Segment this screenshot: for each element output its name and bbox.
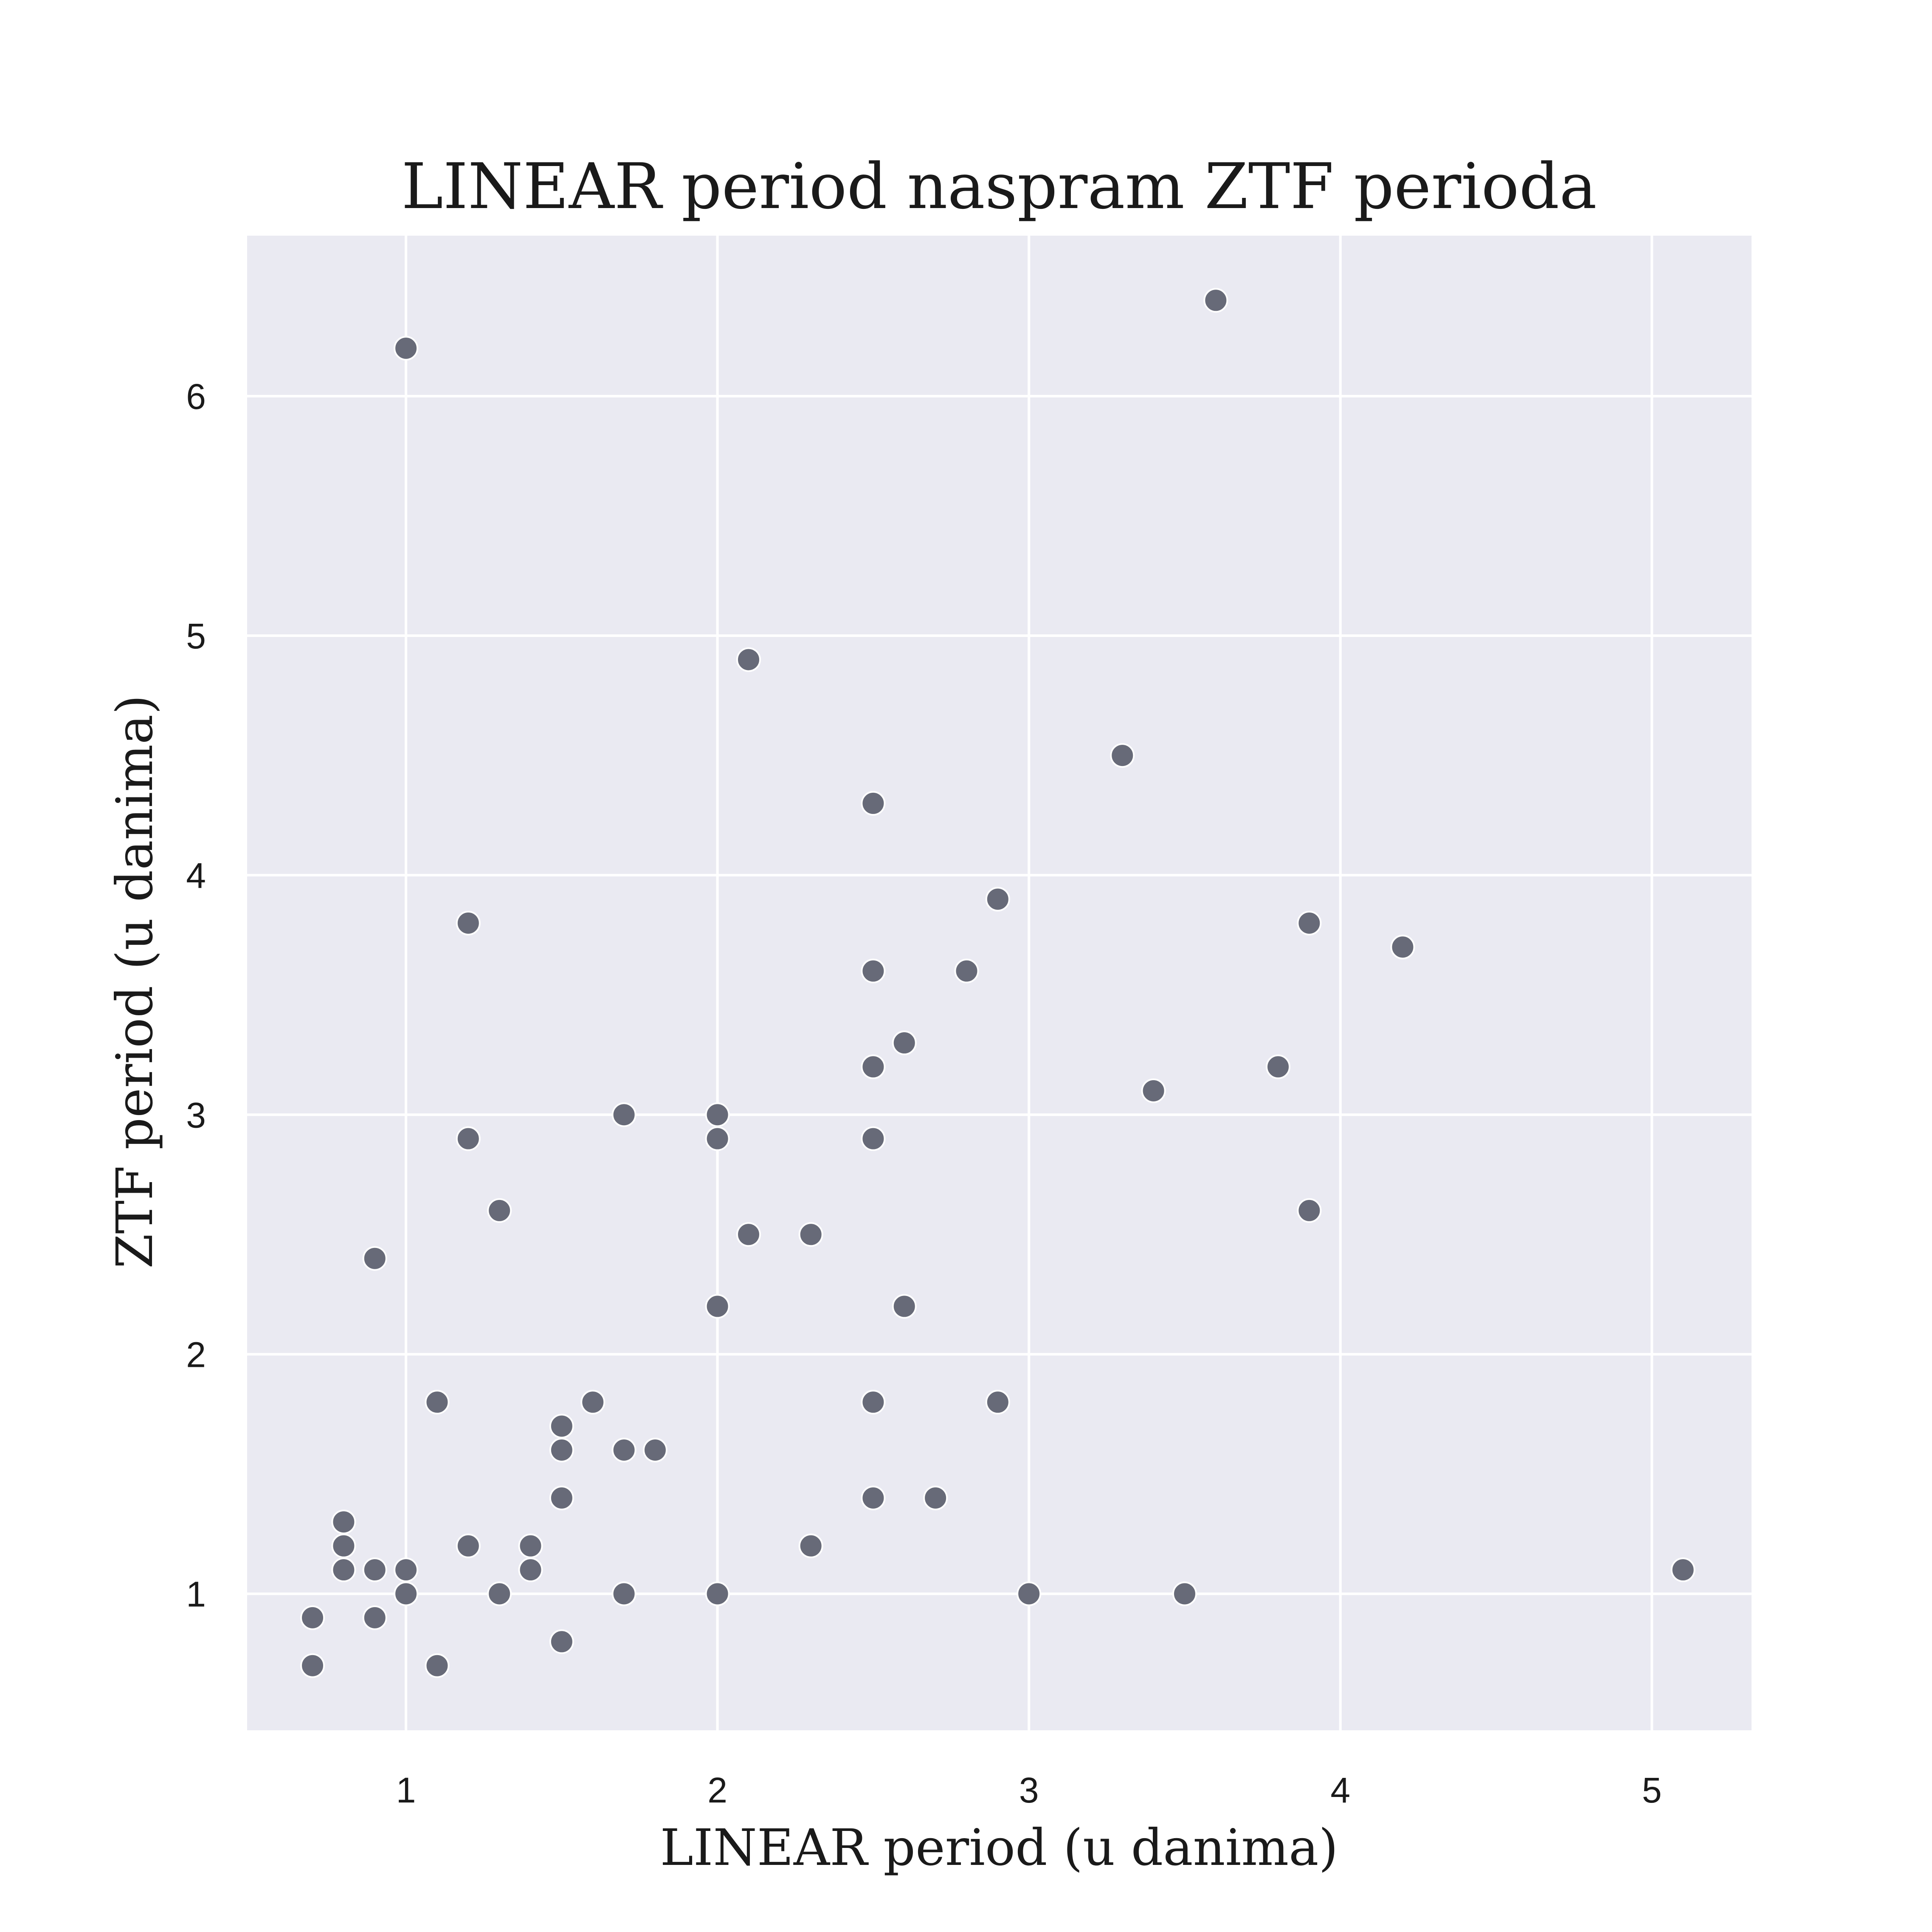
y-tick-label: 4: [186, 856, 206, 896]
data-point: [861, 1126, 886, 1151]
data-point: [456, 1126, 481, 1151]
data-point: [861, 1485, 886, 1510]
data-point: [985, 887, 1010, 912]
x-tick-label: 5: [1642, 1770, 1662, 1810]
data-point: [611, 1438, 636, 1462]
data-point: [549, 1629, 574, 1654]
data-point: [861, 791, 886, 816]
data-point: [705, 1581, 730, 1606]
data-point: [892, 1294, 917, 1319]
x-tick-label: 4: [1330, 1770, 1350, 1810]
data-point: [487, 1198, 512, 1223]
data-point: [362, 1246, 387, 1271]
data-point: [1141, 1078, 1166, 1103]
data-point: [611, 1102, 636, 1127]
data-point: [300, 1653, 325, 1678]
data-point: [892, 1031, 917, 1056]
data-point: [798, 1533, 823, 1558]
y-tick-label: 2: [186, 1335, 206, 1374]
data-point: [1017, 1581, 1042, 1606]
x-axis-label: LINEAR period (u danima): [660, 1818, 1338, 1877]
data-point: [549, 1438, 574, 1462]
x-tick-label: 1: [396, 1770, 416, 1810]
data-point: [642, 1438, 667, 1462]
data-point: [300, 1605, 325, 1630]
data-point: [923, 1485, 948, 1510]
data-point: [861, 1054, 886, 1079]
data-point: [331, 1557, 356, 1583]
data-point: [736, 647, 761, 672]
data-point: [331, 1533, 356, 1558]
data-point: [394, 336, 419, 361]
x-tick-label: 2: [707, 1770, 727, 1810]
y-tick-label: 6: [186, 377, 206, 417]
x-tick-label: 3: [1019, 1770, 1039, 1810]
data-point: [1203, 288, 1228, 313]
data-point: [362, 1557, 387, 1583]
data-points: [300, 288, 1695, 1678]
y-axis-label: ZTF period (u danima): [105, 695, 164, 1268]
data-point: [1390, 935, 1415, 960]
data-point: [549, 1414, 574, 1439]
plot-background: [247, 236, 1752, 1730]
data-point: [705, 1126, 730, 1151]
y-tick-labels: 1 2 3 4 5 6: [186, 377, 206, 1614]
data-point: [518, 1533, 543, 1558]
data-point: [425, 1653, 450, 1678]
data-point: [518, 1557, 543, 1583]
data-point: [487, 1581, 512, 1606]
y-tick-label: 1: [186, 1574, 206, 1614]
data-point: [1110, 743, 1135, 768]
data-point: [1172, 1581, 1197, 1606]
data-point: [580, 1390, 606, 1415]
data-point: [549, 1485, 574, 1510]
data-point: [861, 1390, 886, 1415]
data-point: [456, 1533, 481, 1558]
data-point: [985, 1390, 1010, 1415]
data-point: [798, 1222, 823, 1247]
data-point: [705, 1294, 730, 1319]
x-tick-labels: 1 2 3 4 5: [396, 1770, 1662, 1810]
data-point: [1297, 910, 1322, 935]
data-point: [1670, 1557, 1695, 1583]
data-point: [362, 1605, 387, 1630]
chart-title: LINEAR period naspram ZTF perioda: [401, 150, 1597, 223]
data-point: [1297, 1198, 1322, 1223]
data-point: [394, 1581, 419, 1606]
data-point: [861, 958, 886, 983]
y-tick-label: 3: [186, 1095, 206, 1135]
data-point: [425, 1390, 450, 1415]
data-point: [1266, 1054, 1291, 1079]
x-gridlines: [405, 236, 1653, 1730]
data-point: [611, 1581, 636, 1606]
data-point: [394, 1557, 419, 1583]
data-point: [705, 1102, 730, 1127]
data-point: [954, 958, 979, 983]
y-tick-label: 5: [186, 616, 206, 656]
data-point: [736, 1222, 761, 1247]
data-point: [331, 1510, 356, 1535]
data-point: [456, 910, 481, 935]
